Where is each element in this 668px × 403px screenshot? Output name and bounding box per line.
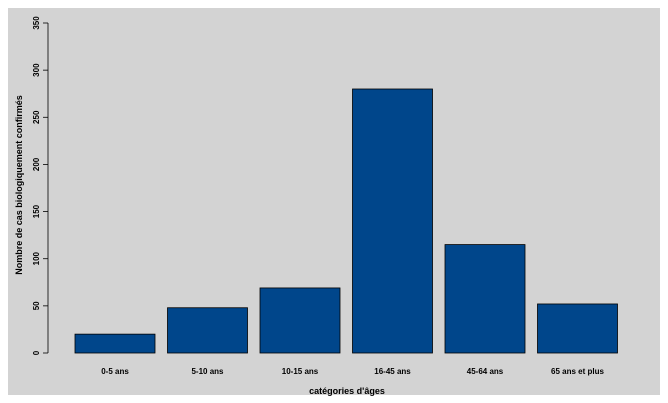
bar <box>167 307 248 354</box>
bar <box>352 88 433 354</box>
y-tick-label: 350 <box>32 16 41 30</box>
x-tick-label: 65 ans et plus <box>551 367 604 376</box>
bars-group <box>74 88 618 354</box>
y-tick-label: 200 <box>32 157 41 171</box>
bar <box>537 303 618 354</box>
x-tick-label: 0-5 ans <box>101 367 129 376</box>
y-axis-title: Nombre de cas biologiquement confirmés <box>14 95 24 275</box>
y-tick-label: 300 <box>32 63 41 77</box>
bar <box>74 333 156 354</box>
y-axis: 0 50 100 150 200 250 300 350 <box>32 16 49 355</box>
y-tick-label: 250 <box>32 110 41 124</box>
y-tick-label: 150 <box>32 204 41 218</box>
x-tick-labels: 0-5 ans 5-10 ans 10-15 ans 16-45 ans 45-64 a… <box>101 367 604 376</box>
bar <box>444 244 526 354</box>
x-tick-label: 16-45 ans <box>374 367 411 376</box>
x-tick-label: 45-64 ans <box>467 367 504 376</box>
y-tick-label: 100 <box>32 251 41 265</box>
y-tick-label: 0 <box>32 350 41 355</box>
bar <box>259 287 341 354</box>
x-tick-label: 5-10 ans <box>191 367 224 376</box>
y-tick-label: 50 <box>32 301 41 310</box>
x-tick-label: 10-15 ans <box>282 367 319 376</box>
x-axis-title: catégories d'âges <box>309 386 385 396</box>
